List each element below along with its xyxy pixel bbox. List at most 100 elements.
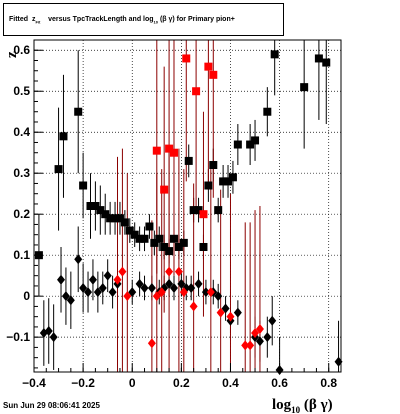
square-marker [165, 144, 174, 153]
square-marker [54, 165, 63, 174]
diamond-marker [98, 282, 107, 293]
square-marker [182, 54, 191, 63]
square-marker [174, 242, 183, 251]
diamond-marker [93, 287, 102, 298]
square-marker [314, 54, 323, 63]
diamond-marker [157, 287, 166, 298]
diamond-marker [165, 278, 174, 289]
square-marker [79, 181, 88, 190]
square-marker [209, 70, 218, 79]
square-marker [140, 234, 149, 243]
diamond-marker [263, 332, 272, 343]
y-tick-label: 0.3 [13, 166, 30, 180]
diamond-marker [206, 287, 215, 298]
diamond-marker [255, 336, 264, 347]
diamond-marker [226, 311, 235, 322]
axis-ticks [33, 49, 330, 372]
square-marker [91, 202, 100, 210]
diamond-marker [49, 332, 58, 343]
title-box: Fitted zFit versus TpcTrackLength and lo… [3, 3, 284, 36]
y-tick-labels: −0.1 0 0.1 0.2 0.3 0.4 0.5 0.6 [6, 43, 30, 344]
square-marker [111, 214, 120, 223]
square-marker [224, 177, 233, 186]
diamond-marker [255, 323, 264, 334]
square-marker [96, 206, 105, 215]
square-marker [179, 238, 188, 247]
diamond-marker [88, 274, 97, 285]
square-marker [115, 214, 124, 223]
diamond-marker [66, 295, 75, 306]
square-marker [135, 234, 144, 243]
square-marker [251, 136, 260, 145]
diamond-marker [201, 287, 210, 298]
square-marker [101, 210, 110, 219]
diamond-marker [174, 266, 183, 277]
chart-title: Fitted zFit versus TpcTrackLength and lo… [9, 16, 235, 25]
square-marker [120, 218, 129, 227]
diamond-marker [187, 282, 196, 293]
x-tick-label: 0.8 [320, 376, 337, 390]
diamond-marker [152, 291, 161, 302]
square-marker [189, 206, 198, 215]
square-marker [192, 87, 201, 96]
square-marker [160, 185, 169, 194]
y-tick-label: −0.1 [6, 330, 30, 344]
square-marker [152, 146, 161, 155]
square-marker [199, 210, 208, 219]
diamond-marker [108, 287, 117, 298]
square-marker [233, 140, 242, 149]
diamond-marker [177, 278, 186, 289]
square-marker [219, 177, 228, 186]
square-marker [169, 148, 178, 157]
square-marker [59, 132, 68, 141]
square-marker [199, 242, 208, 251]
square-marker [160, 242, 169, 251]
diamond-marker [216, 307, 225, 318]
diamond-marker [140, 282, 149, 293]
square-marker [150, 238, 159, 247]
square-marker [165, 247, 174, 256]
square-marker [125, 226, 134, 235]
square-marker [270, 50, 279, 59]
diamond-marker [169, 282, 178, 293]
square-marker [246, 140, 255, 149]
diamond-marker [123, 291, 132, 302]
grid-lines [33, 40, 341, 372]
square-marker [169, 234, 178, 243]
x-tick-label: 0 [129, 376, 136, 390]
diamond-marker [135, 278, 144, 289]
diamond-marker [79, 282, 88, 293]
diamond-marker [233, 307, 242, 318]
x-tick-label: −0.4 [22, 376, 46, 390]
square-marker [106, 214, 115, 223]
x-tick-label: −0.2 [71, 376, 95, 390]
diamond-marker [84, 287, 93, 298]
x-tick-label: 0.6 [271, 376, 288, 390]
diamond-marker [268, 315, 277, 326]
diamond-marker [147, 338, 156, 349]
square-marker [204, 181, 213, 190]
y-tick-label: 0.2 [13, 207, 30, 221]
diamond-marker [147, 282, 156, 293]
y-tick-label: 0 [23, 289, 30, 303]
square-marker [300, 83, 309, 92]
diamond-marker [44, 326, 53, 337]
x-tick-label: 0.2 [173, 376, 190, 390]
diamond-marker [251, 328, 260, 339]
square-marker [130, 230, 139, 239]
y-tick-label: 0.6 [13, 43, 30, 57]
square-marker [322, 58, 331, 67]
diamond-marker [113, 274, 122, 285]
diamond-marker [214, 291, 223, 302]
diamond-marker [179, 287, 188, 298]
y-axis-title: z [4, 51, 20, 58]
square-marker [263, 107, 272, 116]
y-tick-label: 0.4 [13, 125, 30, 139]
square-marker [145, 222, 154, 231]
diamond-marker [189, 301, 198, 312]
diamond-marker [221, 303, 230, 314]
diamond-marker [128, 287, 137, 298]
square-marker [184, 156, 193, 165]
diamond-marker [165, 266, 174, 277]
